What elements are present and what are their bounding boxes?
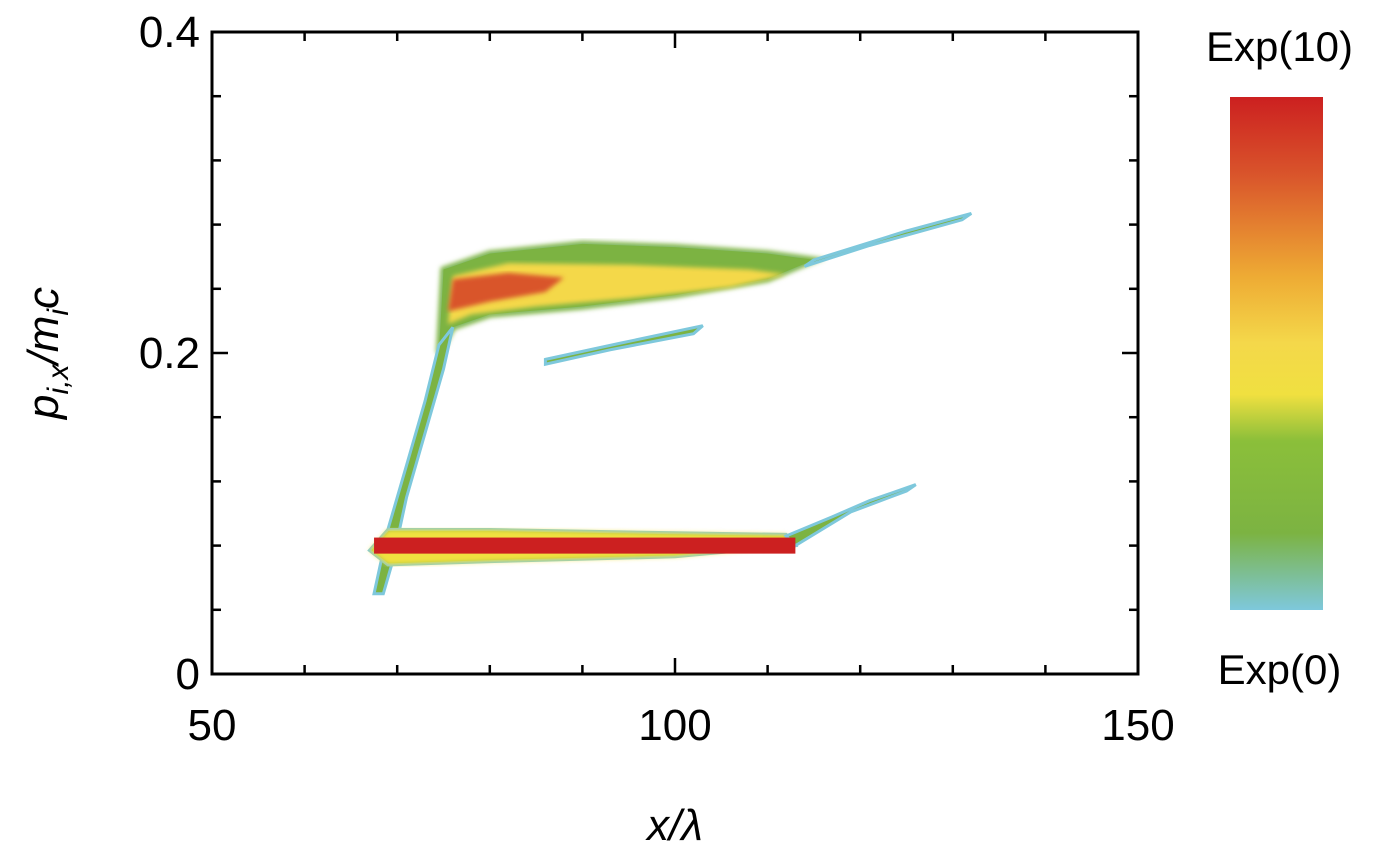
y-title-sub1: i,x — [42, 364, 75, 395]
heatmap-data — [367, 211, 973, 596]
y-title-p: p — [19, 395, 68, 421]
x-axis-title: x/λ — [645, 801, 703, 850]
y-axis-title: pi,x/mic — [19, 287, 75, 421]
y-title-slash: /m — [19, 316, 68, 368]
rising-filament — [372, 326, 455, 596]
axis-ticks — [210, 30, 1140, 676]
y-tick-label: 0.4 — [139, 8, 200, 57]
y-tick-label: 0 — [176, 650, 200, 699]
y-title-sub2: i — [42, 308, 75, 316]
lower-tail — [783, 483, 917, 548]
colorbar-max-label: Exp(10) — [1206, 23, 1353, 70]
x-tick-label: 100 — [638, 701, 711, 750]
colorbar: Exp(10) Exp(0) — [1206, 23, 1353, 693]
axis-tick-labels: 50 100 150 0 0.2 0.4 — [139, 8, 1175, 750]
upper-band-hot — [448, 272, 564, 312]
colorbar-gradient — [1230, 97, 1323, 610]
x-tick-label: 150 — [1101, 701, 1174, 750]
y-tick-label: 0.2 — [139, 329, 200, 378]
lower-bar — [374, 537, 796, 554]
upper-lower-streak — [543, 324, 704, 367]
upper-tail — [803, 211, 973, 268]
colorbar-min-label: Exp(0) — [1218, 646, 1342, 693]
plot-frame — [210, 30, 1140, 676]
x-tick-label: 50 — [188, 701, 237, 750]
y-title-c: c — [19, 287, 68, 309]
